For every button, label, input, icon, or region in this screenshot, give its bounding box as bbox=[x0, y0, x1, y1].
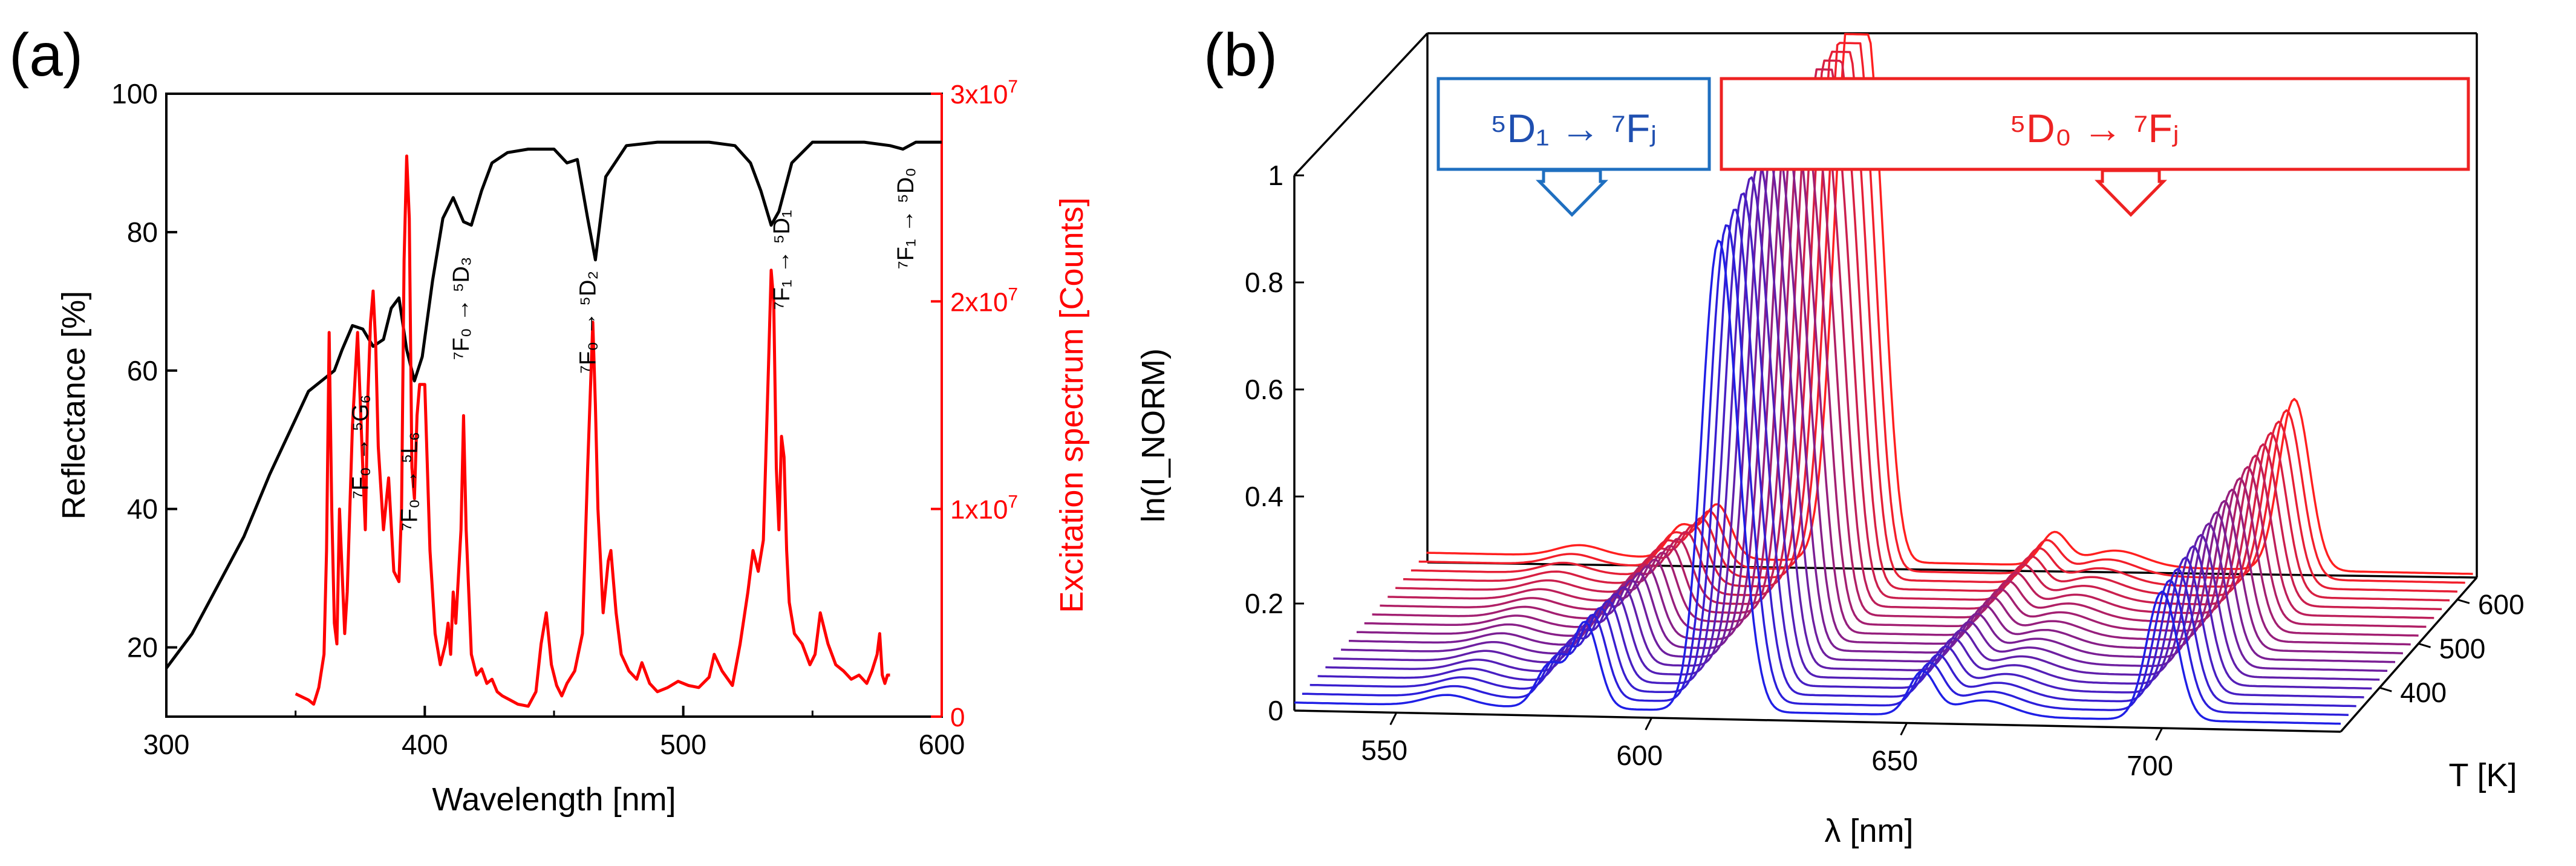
a-y2tick-label: 3x107 bbox=[950, 77, 1018, 109]
b-spectrum-curve-520K bbox=[1380, 86, 2427, 628]
b-xtick bbox=[1389, 712, 1398, 726]
panel-a: (a) 300 400 500 6002040608010001x1072x1073x… bbox=[9, 21, 1090, 818]
a-xtick-label: 500 bbox=[660, 729, 706, 760]
b-ytick-label: 0.6 bbox=[1245, 374, 1283, 405]
a-y2tick-mantissa: 0 bbox=[950, 703, 965, 732]
panel-b-curves bbox=[1294, 33, 2473, 725]
a-y2tick-exponent: 7 bbox=[1008, 492, 1018, 512]
b-spectrum-curve-640K bbox=[1426, 33, 2473, 575]
panel-a-ylabel: Reflectance [%] bbox=[56, 291, 92, 519]
b-spectrum-curve-420K bbox=[1341, 143, 2388, 672]
panel-a-ticks bbox=[165, 93, 943, 718]
b-xtick bbox=[1900, 722, 1908, 736]
a-ytick-label: 40 bbox=[127, 493, 158, 525]
panel-b: (b) 550 600 650 70000.20.40.60.81400500600 … bbox=[1135, 21, 2525, 849]
legend-5d0-arrow-icon bbox=[2095, 169, 2167, 217]
a-y2tick-exponent: 7 bbox=[1008, 77, 1018, 97]
b-ytick-label: 0 bbox=[1268, 695, 1283, 726]
b-spectrum-curve-460K bbox=[1356, 112, 2403, 654]
a-xtick-label: 400 bbox=[402, 729, 448, 760]
b-xtick-label: 650 bbox=[1871, 744, 1918, 776]
panel-b-zlabel: T [K] bbox=[2448, 757, 2517, 793]
b-spectrum-curve-500K bbox=[1372, 94, 2419, 637]
a-transition-label: ⁷F₀ → ⁵D₂ bbox=[575, 271, 601, 374]
box-top-left-edge bbox=[1293, 32, 1429, 177]
b-xtick bbox=[2155, 728, 2163, 741]
b-ytick-label: 0.4 bbox=[1245, 481, 1283, 512]
b-ztick bbox=[2379, 686, 2392, 692]
b-ztick bbox=[2418, 642, 2431, 648]
a-y2tick-exponent: 7 bbox=[1008, 284, 1018, 304]
b-xtick-label: 550 bbox=[1361, 734, 1407, 766]
b-ztick bbox=[2457, 598, 2470, 604]
b-spectrum-curve-620K bbox=[1418, 42, 2465, 584]
legend-5d1: ⁵D₁ → ⁷Fⱼ bbox=[1436, 77, 1711, 217]
legend-5d1-text: ⁵D₁ → ⁷Fⱼ bbox=[1490, 106, 1657, 151]
panel-a-xlabel: Wavelength [nm] bbox=[432, 781, 676, 818]
b-ytick-label: 0.2 bbox=[1245, 588, 1283, 619]
b-spectrum-curve-540K bbox=[1387, 77, 2434, 619]
a-transition-label: ⁷F₀ → ⁵L₆ bbox=[397, 432, 423, 531]
panel-b-xlabel: λ [nm] bbox=[1824, 813, 1913, 849]
b-spectrum-curve-600K bbox=[1410, 50, 2457, 593]
b-spectrum-curve-380K bbox=[1325, 176, 2372, 690]
a-series-reflectance bbox=[165, 140, 942, 669]
b-spectrum-curve-340K bbox=[1309, 209, 2356, 708]
panel-a-annotations: ⁷F₀ → ⁵G₆ ⁷F₀ → ⁵L₆ ⁷F₀ → ⁵D₃ ⁷F₀ → ⁵D₂ ⁷F₁ … bbox=[348, 168, 919, 531]
a-xtick-label: 300 bbox=[143, 729, 190, 760]
b-xtick bbox=[1645, 717, 1653, 731]
legend-5d1-box bbox=[1436, 77, 1711, 171]
panel-b-ylabel: ln(I_NORM) bbox=[1135, 348, 1172, 523]
a-y2tick-mantissa: 2x10 bbox=[950, 287, 1008, 317]
panel-a-label: (a) bbox=[9, 21, 83, 89]
panel-a-series bbox=[165, 140, 942, 708]
b-ytick-label: 1 bbox=[1268, 160, 1283, 191]
a-transition-label: ⁷F₁ → ⁵D₀ bbox=[893, 168, 919, 269]
legend-5d0: ⁵D₀ → ⁷Fⱼ bbox=[1720, 77, 2470, 217]
a-y2tick-mantissa: 3x10 bbox=[950, 80, 1008, 109]
b-spectrum-curve-400K bbox=[1333, 160, 2380, 681]
b-spectrum-curve-360K bbox=[1317, 192, 2364, 698]
a-transition-label: ⁷F₀ → ⁵D₃ bbox=[449, 257, 474, 360]
a-y2tick-label: 0 bbox=[950, 703, 965, 732]
a-ytick-label: 80 bbox=[127, 217, 158, 248]
a-ytick-label: 20 bbox=[127, 632, 158, 663]
box-right-bottom-edge bbox=[2340, 576, 2478, 733]
b-spectrum-curve-480K bbox=[1364, 103, 2411, 646]
a-ytick-label: 100 bbox=[111, 78, 158, 109]
b-xtick-label: 600 bbox=[1616, 740, 1663, 771]
b-spectrum-curve-320K bbox=[1302, 224, 2349, 716]
panel-b-label: (b) bbox=[1204, 21, 1277, 89]
b-spectrum-curve-580K bbox=[1403, 59, 2450, 602]
a-y2tick-label: 1x107 bbox=[950, 492, 1018, 525]
b-spectrum-curve-440K bbox=[1348, 128, 2396, 663]
b-ztick-label: 500 bbox=[2439, 633, 2486, 664]
b-xtick-label: 700 bbox=[2127, 750, 2173, 781]
a-transition-label: ⁷F₁ → ⁵D₁ bbox=[769, 210, 795, 310]
a-transition-label: ⁷F₀ → ⁵G₆ bbox=[348, 394, 373, 498]
box-front-bottom-edge bbox=[1294, 709, 2341, 733]
a-series-excitation bbox=[295, 154, 890, 708]
legend-5d0-text: ⁵D₀ → ⁷Fⱼ bbox=[2010, 106, 2180, 151]
b-ztick-label: 600 bbox=[2478, 588, 2525, 620]
b-ytick-label: 0.8 bbox=[1245, 267, 1283, 298]
a-ytick-label: 60 bbox=[127, 355, 158, 386]
b-spectrum-curve-300K bbox=[1294, 239, 2341, 725]
a-xtick-label: 600 bbox=[919, 729, 965, 760]
a-y2tick-mantissa: 1x10 bbox=[950, 495, 1008, 525]
a-y2tick-label: 2x107 bbox=[950, 284, 1018, 317]
b-spectrum-curve-560K bbox=[1395, 68, 2442, 611]
panel-b-ticks: 550 600 650 700 0 0.2 0.4 0.6 0.8 1 400 500 600 bbox=[1245, 160, 2525, 781]
panel-a-y2label: Excitation spectrum [Counts] bbox=[1054, 197, 1090, 613]
b-ztick-label: 400 bbox=[2400, 677, 2447, 708]
legend-5d0-box bbox=[1720, 77, 2470, 171]
legend-5d1-arrow-icon bbox=[1536, 169, 1608, 217]
